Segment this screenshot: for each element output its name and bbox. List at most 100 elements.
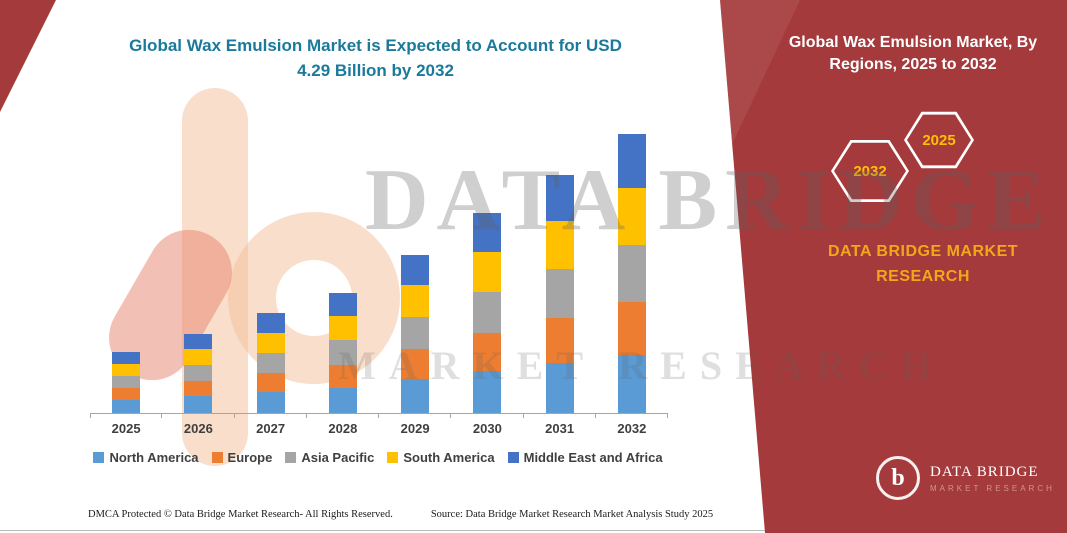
legend: North America Europe Asia Pacific South Ame… xyxy=(78,450,678,465)
bar-segment-middle-east-and-africa xyxy=(617,134,646,189)
bar-column xyxy=(90,128,163,418)
bar-segment-north-america xyxy=(112,400,141,413)
panel-title-line1: Global Wax Emulsion Market, By xyxy=(788,34,1038,51)
chart-title: Global Wax Emulsion Market is Expected t… xyxy=(88,34,663,83)
stacked-bar-2027 xyxy=(256,313,285,413)
bar-segment-europe xyxy=(112,388,141,400)
bar-column xyxy=(235,128,308,418)
bar-segment-middle-east-and-africa xyxy=(545,175,574,222)
legend-item: Middle East and Africa xyxy=(507,450,663,465)
stacked-bar-2028 xyxy=(328,292,357,413)
bar-segment-asia-pacific xyxy=(184,364,213,382)
footer: DMCA Protected © Data Bridge Market Rese… xyxy=(88,509,713,520)
company-logo-icon: b xyxy=(876,456,920,500)
bar-segment-asia-pacific xyxy=(545,269,574,319)
panel-title: Global Wax Emulsion Market, By Regions, … xyxy=(780,32,1046,77)
bar-segment-middle-east-and-africa xyxy=(401,254,430,286)
legend-item: Asia Pacific xyxy=(285,450,374,465)
legend-label: Middle East and Africa xyxy=(523,450,663,465)
bar-segment-asia-pacific xyxy=(617,244,646,302)
stacked-bar-2029 xyxy=(401,254,430,413)
company-logo-subtext: MARKET RESEARCH xyxy=(930,483,1055,493)
x-axis-label: 2027 xyxy=(256,421,286,436)
legend-label: North America xyxy=(109,450,199,465)
bar-segment-south-america xyxy=(401,285,430,317)
legend-swatch xyxy=(387,452,399,463)
panel-title-line2: Regions, 2025 to 2032 xyxy=(829,56,997,74)
bar-segment-middle-east-and-africa xyxy=(473,213,502,252)
bar-segment-middle-east-and-africa xyxy=(112,352,141,364)
bar-column xyxy=(451,128,524,418)
legend-swatch xyxy=(93,452,105,463)
bar-segment-north-america xyxy=(256,391,285,413)
bar-segment-asia-pacific xyxy=(112,376,141,389)
corner-ribbon-shape xyxy=(0,0,56,112)
bar-segment-europe xyxy=(184,381,213,397)
source-note: Source: Data Bridge Market Research Mark… xyxy=(430,509,714,520)
stacked-bar-2025 xyxy=(112,352,141,413)
x-axis-labels: 2025 2026 2027 2028 2029 2030 2031 2032 xyxy=(90,421,668,436)
bar-segment-europe xyxy=(545,318,574,363)
x-axis-label: 2028 xyxy=(328,421,358,436)
bar-segment-south-america xyxy=(545,221,574,270)
x-axis-label: 2029 xyxy=(400,421,430,436)
bar-segment-asia-pacific xyxy=(256,352,285,373)
legend-label: Asia Pacific xyxy=(301,450,375,465)
bar-column xyxy=(307,128,380,418)
company-logo-name: DATA BRIDGE xyxy=(930,463,1039,480)
bar-segment-middle-east-and-africa xyxy=(184,333,213,350)
bar-segment-europe xyxy=(401,349,430,380)
panel-highlight-shape xyxy=(720,0,800,170)
x-axis-label: 2031 xyxy=(545,421,575,436)
bar-column xyxy=(596,128,669,418)
legend-swatch xyxy=(211,452,223,463)
bar-segment-south-america xyxy=(112,363,141,377)
bar-segment-europe xyxy=(328,364,357,388)
x-axis-label: 2026 xyxy=(183,421,213,436)
bar-segment-south-america xyxy=(473,251,502,293)
stacked-bar-2026 xyxy=(184,333,213,413)
chart-title-line2: 4.29 Billion by 2032 xyxy=(297,60,454,80)
hexagon-badge-2025: 2025 xyxy=(904,111,974,169)
bar-segment-middle-east-and-africa xyxy=(328,292,357,317)
bar-segment-middle-east-and-africa xyxy=(256,313,285,333)
legend-label: South America xyxy=(403,450,495,465)
bar-segment-europe xyxy=(473,333,502,371)
legend-swatch xyxy=(285,452,297,463)
brand-line2: RESEARCH xyxy=(876,267,970,285)
bottom-divider xyxy=(0,530,1067,531)
bar-segment-north-america xyxy=(545,362,574,413)
hexagon-badge-2032-label: 2032 xyxy=(834,142,906,200)
company-logo-text: DATA BRIDGE MARKET RESEARCH xyxy=(930,464,1055,493)
legend-item: South America xyxy=(387,450,495,465)
legend-item: North America xyxy=(93,450,199,465)
bar-segment-south-america xyxy=(184,349,213,365)
x-axis-label: 2032 xyxy=(617,421,647,436)
stacked-bar-2032 xyxy=(617,134,646,413)
x-axis-label: 2025 xyxy=(111,421,141,436)
bar-segment-europe xyxy=(617,301,646,355)
bar-segment-asia-pacific xyxy=(401,316,430,350)
legend-item: Europe xyxy=(211,450,273,465)
chart-title-line1: Global Wax Emulsion Market is Expected t… xyxy=(129,36,622,55)
bar-segment-north-america xyxy=(328,387,357,413)
bar-segment-asia-pacific xyxy=(473,292,502,334)
company-logo: b DATA BRIDGE MARKET RESEARCH xyxy=(876,456,1055,500)
bar-segment-asia-pacific xyxy=(328,340,357,365)
x-axis-label: 2030 xyxy=(472,421,502,436)
bar-segment-north-america xyxy=(617,354,646,413)
bar-column xyxy=(162,128,235,418)
legend-swatch xyxy=(507,452,519,463)
bar-segment-south-america xyxy=(617,188,646,245)
bar-column xyxy=(379,128,452,418)
bar-segment-south-america xyxy=(328,316,357,341)
bar-segment-europe xyxy=(256,372,285,392)
legend-label: Europe xyxy=(227,450,273,465)
brand-line1: DATA BRIDGE MARKET xyxy=(827,243,1019,260)
stacked-bar-2030 xyxy=(473,213,502,413)
bar-segment-north-america xyxy=(401,379,430,413)
hexagon-badge-2032: 2032 xyxy=(831,139,909,203)
stacked-bar-2031 xyxy=(545,175,574,413)
dmca-notice: DMCA Protected © Data Bridge Market Rese… xyxy=(88,509,393,520)
bar-segment-north-america xyxy=(184,396,213,413)
